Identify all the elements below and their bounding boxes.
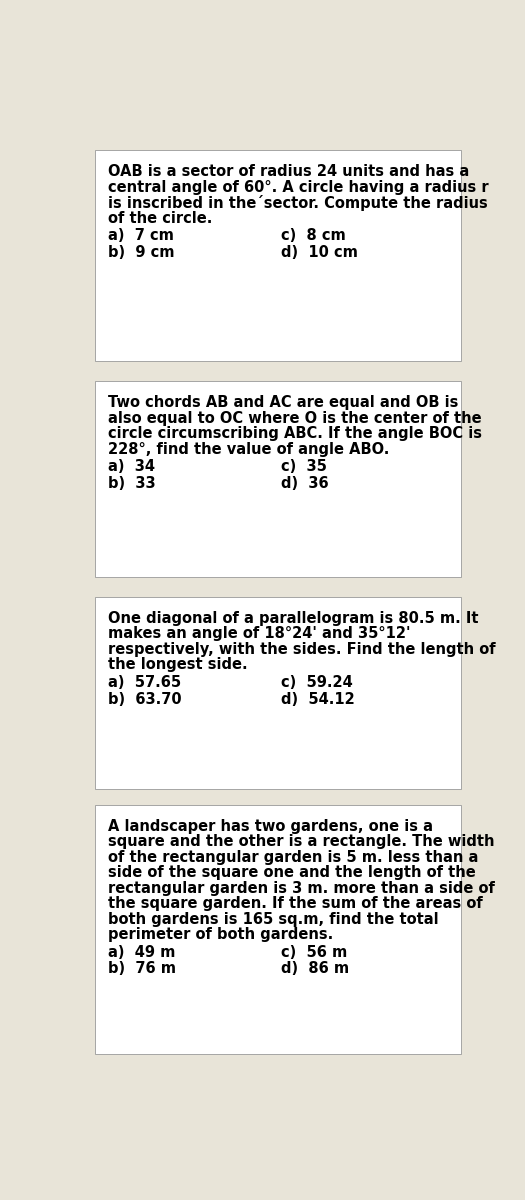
Text: circle circumscribing ABC. If the angle BOC is: circle circumscribing ABC. If the angle … — [108, 426, 482, 442]
Text: d)  36: d) 36 — [281, 476, 329, 491]
Text: perimeter of both gardens.: perimeter of both gardens. — [108, 928, 333, 942]
Text: b)  9 cm: b) 9 cm — [108, 245, 175, 260]
Text: Two chords AB and AC are equal and OB is: Two chords AB and AC are equal and OB is — [108, 395, 459, 410]
Text: A landscaper has two gardens, one is a: A landscaper has two gardens, one is a — [108, 818, 433, 834]
FancyBboxPatch shape — [95, 596, 461, 790]
FancyBboxPatch shape — [95, 150, 461, 361]
Text: b)  63.70: b) 63.70 — [108, 691, 182, 707]
Text: of the circle.: of the circle. — [108, 210, 213, 226]
Text: d)  86 m: d) 86 m — [281, 961, 349, 977]
Text: b)  76 m: b) 76 m — [108, 961, 176, 977]
Text: One diagonal of a parallelogram is 80.5 m. It: One diagonal of a parallelogram is 80.5 … — [108, 611, 479, 625]
Text: b)  33: b) 33 — [108, 476, 156, 491]
Text: central angle of 60°. A circle having a radius r: central angle of 60°. A circle having a … — [108, 180, 489, 194]
Text: d)  54.12: d) 54.12 — [281, 691, 355, 707]
Text: 228°, find the value of angle ABO.: 228°, find the value of angle ABO. — [108, 442, 390, 456]
Text: of the rectangular garden is 5 m. less than a: of the rectangular garden is 5 m. less t… — [108, 850, 479, 864]
Text: OAB is a sector of radius 24 units and has a: OAB is a sector of radius 24 units and h… — [108, 164, 469, 179]
Text: a)  7 cm: a) 7 cm — [108, 228, 174, 244]
Text: also equal to OC where O is the center of the: also equal to OC where O is the center o… — [108, 410, 482, 426]
Text: d)  10 cm: d) 10 cm — [281, 245, 358, 260]
Text: c)  56 m: c) 56 m — [281, 944, 348, 960]
Text: c)  8 cm: c) 8 cm — [281, 228, 346, 244]
Text: is inscribed in the´sector. Compute the radius: is inscribed in the´sector. Compute the … — [108, 196, 488, 211]
Text: the square garden. If the sum of the areas of: the square garden. If the sum of the are… — [108, 896, 483, 911]
Text: a)  57.65: a) 57.65 — [108, 674, 181, 690]
FancyBboxPatch shape — [95, 382, 461, 577]
Text: c)  35: c) 35 — [281, 460, 327, 474]
Text: side of the square one and the length of the: side of the square one and the length of… — [108, 865, 476, 880]
Text: both gardens is 165 sq.m, find the total: both gardens is 165 sq.m, find the total — [108, 912, 439, 926]
Text: makes an angle of 18°24' and 35°12': makes an angle of 18°24' and 35°12' — [108, 626, 411, 641]
Text: respectively, with the sides. Find the length of: respectively, with the sides. Find the l… — [108, 642, 496, 656]
FancyBboxPatch shape — [95, 805, 461, 1054]
Text: rectangular garden is 3 m. more than a side of: rectangular garden is 3 m. more than a s… — [108, 881, 495, 895]
Text: a)  49 m: a) 49 m — [108, 944, 176, 960]
Text: square and the other is a rectangle. The width: square and the other is a rectangle. The… — [108, 834, 495, 850]
Text: c)  59.24: c) 59.24 — [281, 674, 353, 690]
Text: a)  34: a) 34 — [108, 460, 155, 474]
Text: the longest side.: the longest side. — [108, 658, 248, 672]
